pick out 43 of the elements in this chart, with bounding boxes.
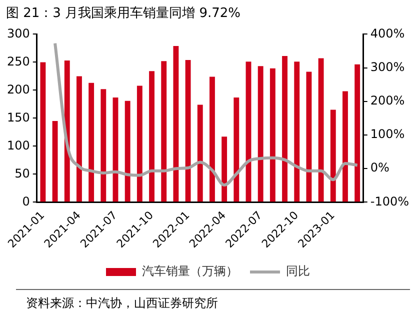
y2-tick-label: 0%	[370, 160, 390, 175]
bar	[52, 120, 58, 202]
bar	[173, 46, 179, 202]
y-tick-label: 300	[7, 26, 30, 40]
line-series	[54, 42, 359, 187]
bar	[149, 71, 154, 202]
y2-tick-label: 200%	[370, 94, 405, 108]
bar	[161, 61, 167, 202]
chart-title: 图 21：3 月我国乘用车销量同增 9.72%	[6, 5, 241, 22]
legend-label: 同比	[286, 264, 310, 278]
y-tick-label: 0	[22, 194, 30, 208]
bar	[88, 82, 94, 202]
bar	[40, 62, 46, 202]
bar	[318, 58, 324, 202]
y2-tick-label: -100%	[370, 194, 410, 208]
bar	[136, 86, 142, 202]
bar	[354, 64, 360, 202]
text: 资料来源：中汽协，山西证券研究所	[26, 295, 218, 312]
bar	[222, 136, 228, 202]
bar	[306, 72, 312, 202]
bar	[197, 104, 203, 202]
bar	[246, 62, 252, 202]
y-tick-label: 100	[7, 138, 30, 152]
bar	[270, 68, 276, 202]
bar	[124, 100, 130, 202]
bar	[342, 91, 348, 202]
y2-tick-label: 400%	[370, 26, 405, 40]
bar	[258, 66, 264, 202]
bar	[294, 62, 300, 202]
bar	[210, 76, 215, 202]
y-tick-label: 50	[14, 166, 30, 180]
y-tick-label: 150	[7, 110, 30, 124]
y-tick-label: 250	[7, 54, 30, 68]
legend-label: 汽车销量（万辆）	[142, 264, 238, 278]
y2-tick-label: 300%	[370, 60, 405, 74]
bar	[100, 89, 106, 202]
bar	[76, 76, 82, 202]
bar	[282, 56, 288, 202]
bar	[330, 110, 336, 202]
y-tick-label: 200	[7, 82, 30, 96]
bar	[185, 60, 191, 202]
bar	[234, 97, 240, 202]
y2-tick-label: 100%	[370, 127, 405, 142]
